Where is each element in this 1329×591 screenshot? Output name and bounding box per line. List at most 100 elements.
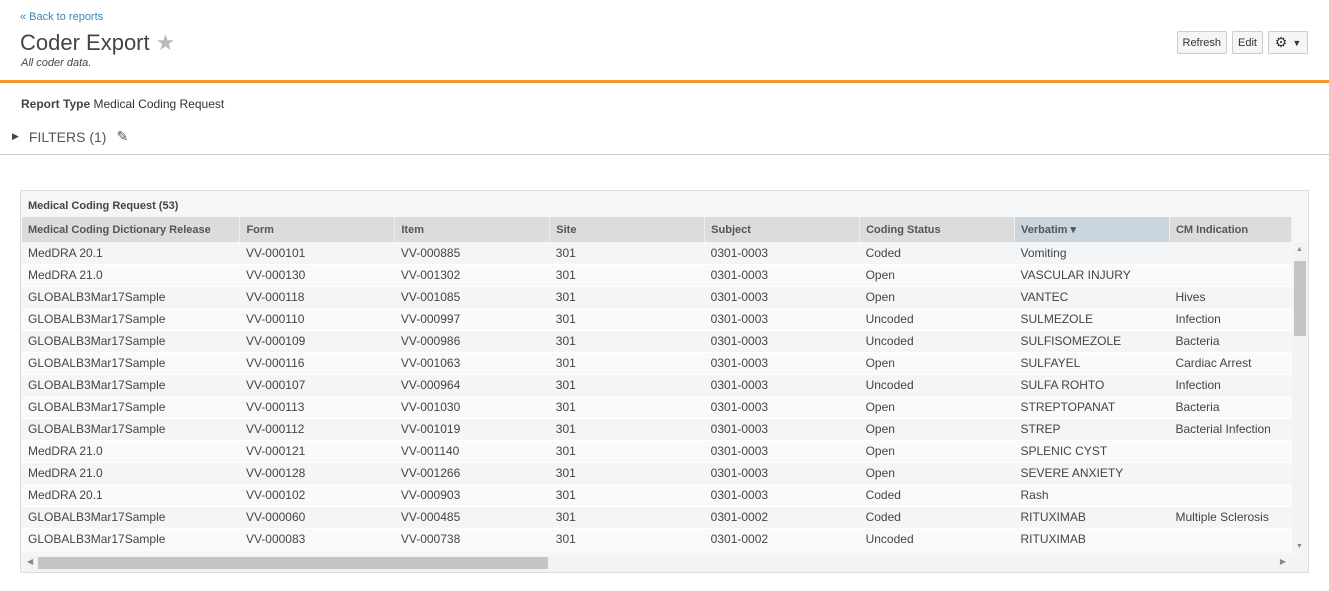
column-header[interactable]: Medical Coding Dictionary Release [22,217,241,242]
table-cell: Open [859,418,1015,441]
table-cell: VV-000101 [239,242,395,265]
edit-button[interactable]: Edit [1232,31,1263,54]
table-cell: VV-000110 [239,308,395,331]
table-cell: GLOBALB3Mar17Sample [22,396,240,419]
table-cell: 301 [549,264,705,287]
favorite-star-icon[interactable]: ★ [155,30,176,55]
table-cell: 0301-0002 [704,506,860,529]
filters-toggle[interactable]: ▶ FILTERS (1) ✎ [12,128,128,145]
table-row[interactable]: MedDRA 21.0 VV-000128 VV-001266 301 0301-000… [22,462,1292,485]
table-cell: GLOBALB3Mar17Sample [22,286,240,309]
scroll-left-icon[interactable]: ◀ [27,557,34,566]
table-cell: 0301-0003 [704,440,860,463]
table-cell: VV-000485 [394,506,550,529]
column-header[interactable]: Verbatim ▾ [1014,217,1170,242]
table-cell: Open [859,462,1015,485]
horizontal-scroll-thumb[interactable] [38,557,548,569]
table-cell: VV-000128 [239,462,395,485]
table-cell: 0301-0003 [704,484,860,507]
table-row[interactable]: GLOBALB3Mar17Sample VV-000113 VV-001030 301… [22,396,1292,419]
table-cell: Infection [1169,308,1292,331]
report-type-value: Medical Coding Request [93,97,225,111]
table-cell: GLOBALB3Mar17Sample [22,308,240,331]
chevron-down-icon: ▼ [1292,37,1302,48]
column-header-label: Medical Coding Dictionary Release [28,223,211,236]
scroll-down-icon[interactable]: ▼ [1296,543,1303,550]
table-row[interactable]: GLOBALB3Mar17Sample VV-000083 VV-000738 301… [22,528,1292,551]
scroll-right-icon[interactable]: ▶ [1279,557,1286,566]
column-header[interactable]: Site [549,217,706,242]
table-cell: SULFISOMEZOLE [1014,330,1170,353]
table-cell: Uncoded [859,330,1015,353]
table-row[interactable]: MedDRA 20.1 VV-000101 VV-000885 301 0301-000… [22,242,1292,265]
table-cell: 0301-0003 [704,462,860,485]
gear-icon: ⚙ [1274,34,1288,50]
table-cell: SPLENIC CYST [1014,440,1170,463]
table-row[interactable]: GLOBALB3Mar17Sample VV-000118 VV-001085 301… [22,286,1292,309]
table-cell: VV-000986 [394,330,550,353]
table-cell [1169,242,1292,265]
table-row[interactable]: GLOBALB3Mar17Sample VV-000112 VV-001019 301… [22,418,1292,441]
table-cell: VV-000130 [239,264,395,287]
table-cell: Coded [859,484,1015,507]
back-to-reports-link[interactable]: « Back to reports [20,11,104,23]
table-cell: 301 [549,242,705,265]
table-row[interactable]: MedDRA 20.1 VV-000102 VV-000903 301 0301-000… [22,484,1292,507]
table-cell: MedDRA 20.1 [22,484,240,507]
table-row[interactable]: MedDRA 21.0 VV-000121 VV-001140 301 0301-000… [22,440,1292,463]
table-cell: VV-000112 [239,418,395,441]
table-cell: Uncoded [859,528,1015,551]
table-cell: VV-000964 [394,374,550,397]
table-row[interactable]: MedDRA 21.0 VV-000130 VV-001302 301 0301-000… [22,264,1292,287]
horizontal-scrollbar[interactable]: ◀ ▶ [22,555,1308,572]
table-cell [1169,484,1292,507]
column-header[interactable]: Subject [704,217,861,242]
table-cell: 301 [549,286,705,309]
table-cell: Open [859,396,1015,419]
table-cell: 0301-0003 [704,352,860,375]
table-row[interactable]: GLOBALB3Mar17Sample VV-000116 VV-001063 301… [22,352,1292,375]
table-row[interactable]: GLOBALB3Mar17Sample VV-000109 VV-000986 301… [22,330,1292,353]
column-header[interactable]: Coding Status [859,217,1015,242]
table-cell: Vomiting [1014,242,1170,265]
column-header-label: Site [556,223,577,236]
table-cell: 301 [549,418,705,441]
table-cell: SULFA ROHTO [1014,374,1170,397]
vertical-scrollbar[interactable]: ▲ ▼ [1292,243,1308,553]
table-cell: VV-000109 [239,330,395,353]
table-cell: GLOBALB3Mar17Sample [22,352,240,375]
table-cell: Open [859,286,1015,309]
table-row[interactable]: GLOBALB3Mar17Sample VV-000107 VV-000964 301… [22,374,1292,397]
table-cell: VV-001085 [394,286,550,309]
table-cell [1169,528,1292,551]
column-header[interactable]: Item [394,217,551,242]
table-cell: RITUXIMAB [1014,528,1170,551]
table-cell: VANTEC [1014,286,1170,309]
page-title-text: Coder Export [20,30,150,55]
settings-menu-button[interactable]: ⚙ ▼ [1268,31,1308,54]
refresh-button[interactable]: Refresh [1176,31,1228,54]
table-cell [1169,440,1292,463]
table-cell: MedDRA 21.0 [22,440,240,463]
column-header[interactable]: Form [239,217,396,242]
table-cell: SULMEZOLE [1014,308,1170,331]
header-divider [0,80,1329,83]
scroll-up-icon[interactable]: ▲ [1296,246,1303,253]
table-row[interactable]: GLOBALB3Mar17Sample VV-000060 VV-000485 301… [22,506,1292,529]
pencil-edit-icon[interactable]: ✎ [116,128,129,144]
page-subtitle: All coder data. [21,57,92,69]
expand-triangle-icon: ▶ [12,131,19,141]
table-cell: VV-000903 [394,484,550,507]
column-header-label: Form [246,223,274,236]
vertical-scroll-thumb[interactable] [1294,261,1306,336]
table-cell: 301 [549,308,705,331]
table-cell [1169,264,1292,287]
table-row[interactable]: GLOBALB3Mar17Sample VV-000110 VV-000997 301… [22,308,1292,331]
column-header[interactable]: CM Indication [1169,217,1292,242]
table-cell: SULFAYEL [1014,352,1170,375]
table-cell: 0301-0003 [704,286,860,309]
table-cell: VV-000738 [394,528,550,551]
table-cell: Open [859,264,1015,287]
table-cell: VV-000997 [394,308,550,331]
table-cell: 0301-0002 [704,528,860,551]
